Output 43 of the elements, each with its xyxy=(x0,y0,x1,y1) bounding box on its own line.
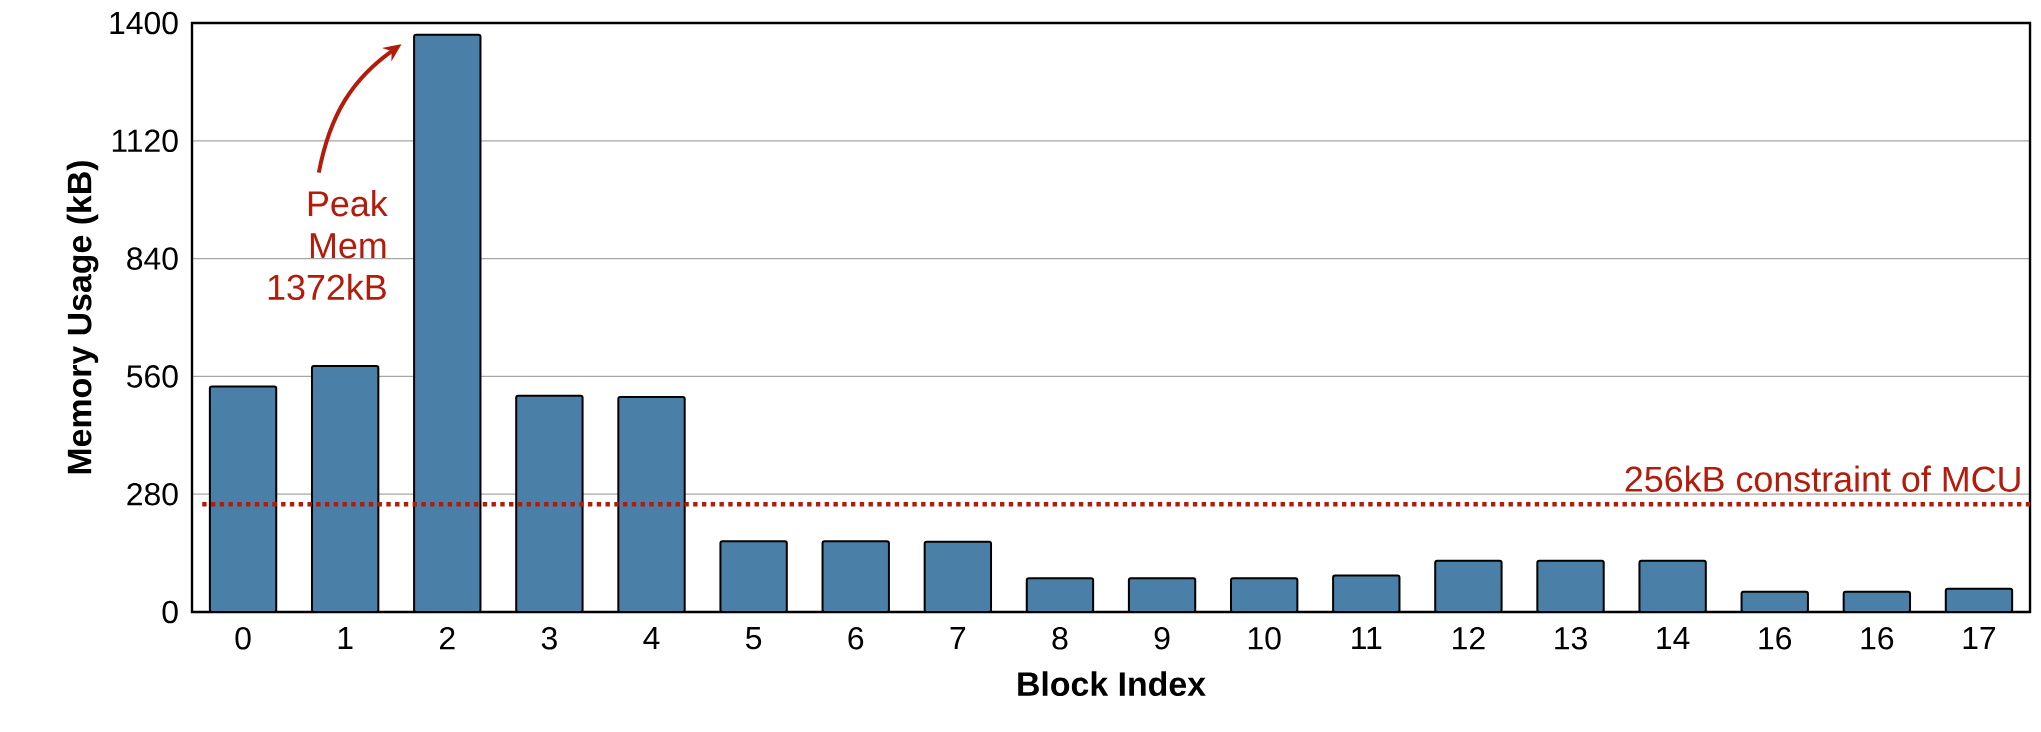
x-tick-label: 14 xyxy=(1657,627,1690,649)
bar xyxy=(413,33,482,613)
x-axis-title: Block Index xyxy=(1018,671,1206,697)
x-tick-label: 17 xyxy=(1963,627,1996,649)
bar xyxy=(1127,577,1197,613)
x-tick-label: 7 xyxy=(950,627,966,649)
x-tick-label: 6 xyxy=(848,627,864,650)
x-tick-label: 9 xyxy=(1154,627,1170,650)
bar xyxy=(1332,574,1401,613)
bar xyxy=(208,385,278,613)
y-tick-label: 280 xyxy=(127,482,178,506)
y-tick-label: 1120 xyxy=(112,129,178,153)
x-tick-label: 16 xyxy=(1861,627,1894,650)
bar xyxy=(1229,577,1299,613)
x-tick-label: 5 xyxy=(746,627,762,650)
bar xyxy=(821,540,890,613)
bar xyxy=(923,540,993,613)
bar xyxy=(1638,559,1707,613)
bar xyxy=(1536,559,1605,613)
bar xyxy=(1025,577,1095,613)
bar xyxy=(1434,559,1503,613)
x-tick-label: 1 xyxy=(338,627,353,649)
y-axis-title: Memory Usage (kB) xyxy=(66,161,99,474)
ref-line-label: 256kB constraint of MCU xyxy=(1625,465,2020,492)
bar xyxy=(719,540,788,613)
y-tick-label: 0 xyxy=(162,600,178,624)
x-tick-label: 2 xyxy=(440,627,455,650)
bar xyxy=(515,394,584,613)
y-tick-label: 840 xyxy=(127,247,178,270)
x-tick-label: 16 xyxy=(1759,627,1792,650)
x-tick-label: 13 xyxy=(1555,627,1587,650)
y-tick-label: 1400 xyxy=(110,11,178,35)
annotation: Peak Mem 1372kB xyxy=(268,190,388,301)
x-tick-label: 0 xyxy=(235,627,251,650)
x-tick-label: 11 xyxy=(1352,627,1382,649)
x-tick-label: 10 xyxy=(1248,627,1281,650)
x-tick-label: 8 xyxy=(1052,627,1068,650)
x-tick-label: 3 xyxy=(541,627,557,650)
bar xyxy=(310,364,380,613)
x-tick-label: 4 xyxy=(643,627,660,649)
x-tick-label: 12 xyxy=(1453,627,1485,650)
bar xyxy=(617,396,686,613)
y-tick-label: 560 xyxy=(127,365,178,388)
